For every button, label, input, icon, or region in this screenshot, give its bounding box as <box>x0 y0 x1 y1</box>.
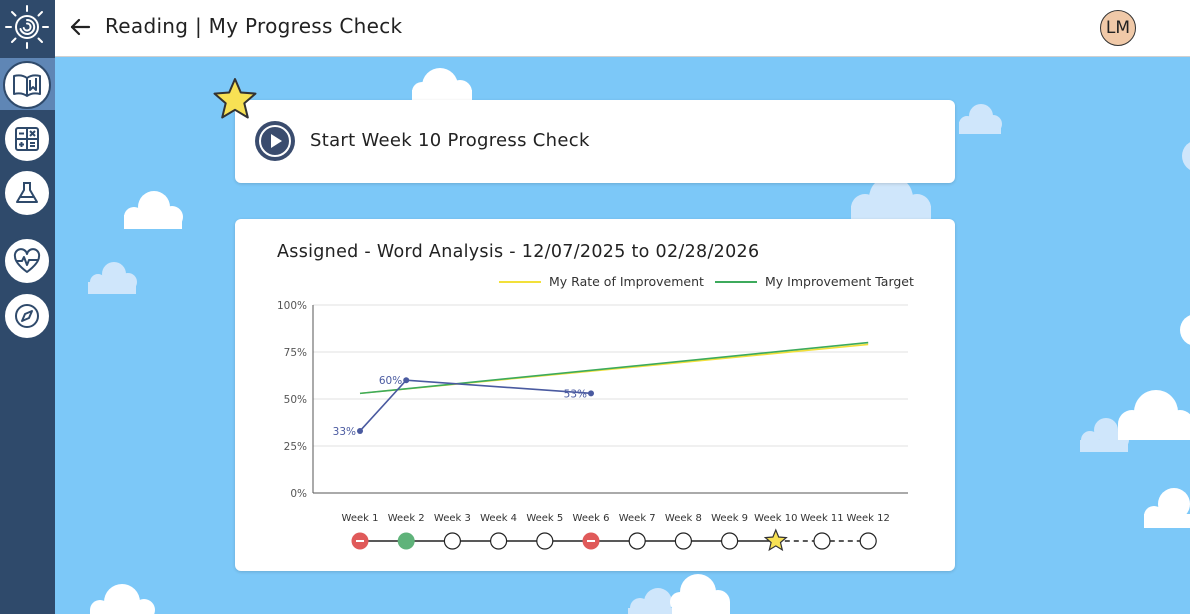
week-marker-open[interactable] <box>443 532 461 550</box>
week-label: Week 10 <box>754 513 797 524</box>
cloud-icon <box>90 584 155 614</box>
y-tick-label: 25% <box>284 441 307 453</box>
cloud-icon <box>88 262 137 294</box>
cloud-icon <box>412 68 472 102</box>
week-marker-complete[interactable] <box>397 532 415 550</box>
legend-label-rate: My Rate of Improvement <box>549 274 704 289</box>
week-marker-open[interactable] <box>813 532 831 550</box>
data-label: 60% <box>379 375 402 387</box>
data-point[interactable] <box>588 390 594 397</box>
week-marker-open[interactable] <box>721 532 739 550</box>
sidebar-item-science[interactable] <box>3 169 51 217</box>
series-line-score <box>359 379 592 432</box>
y-tick-label: 0% <box>290 488 307 500</box>
sidebar <box>0 0 55 614</box>
cloud-icon <box>851 176 931 222</box>
start-progress-check-label: Start Week 10 Progress Check <box>310 130 590 151</box>
week-label: Week 2 <box>388 513 425 524</box>
sidebar-item-wellness[interactable] <box>3 237 51 285</box>
sidebar-item-math[interactable] <box>3 115 51 163</box>
calculator-icon <box>15 127 39 151</box>
page-title: Reading | My Progress Check <box>105 14 403 38</box>
top-bar: Reading | My Progress Check LM <box>55 0 1190 57</box>
week-marker-star[interactable] <box>763 528 788 552</box>
week-marker-open[interactable] <box>628 532 646 550</box>
cloud-icon <box>1180 315 1190 345</box>
play-button[interactable] <box>255 121 295 161</box>
data-label: 53% <box>564 388 587 400</box>
week-label: Week 7 <box>619 513 656 524</box>
week-marker-open[interactable] <box>536 532 554 550</box>
back-arrow-icon[interactable] <box>69 16 91 38</box>
data-point[interactable] <box>357 427 363 434</box>
week-label: Week 6 <box>573 513 610 524</box>
sun-logo-icon[interactable] <box>3 4 51 50</box>
play-icon <box>259 125 291 157</box>
chart-title: Assigned - Word Analysis - 12/07/2025 to… <box>277 242 760 262</box>
legend-item-target: My Improvement Target <box>715 274 914 289</box>
sidebar-item-explore[interactable] <box>3 292 51 340</box>
cloud-icon <box>959 104 1002 134</box>
sidebar-item-reading[interactable] <box>3 61 51 109</box>
week-label: Week 1 <box>342 513 379 524</box>
avatar[interactable]: LM <box>1100 10 1136 46</box>
cloud-icon <box>1182 142 1190 170</box>
cloud-icon <box>1144 488 1190 528</box>
cloud-icon <box>628 574 730 614</box>
legend-swatch-target <box>715 280 757 283</box>
flask-icon <box>16 182 38 203</box>
data-point[interactable] <box>403 377 410 384</box>
y-tick-label: 75% <box>284 347 307 359</box>
line-chart: 100% 75% 50% 25% 0% 33% 60% 53% Week 1 Week 2 Week… <box>277 300 908 552</box>
book-icon <box>13 74 41 97</box>
star-icon <box>213 78 257 119</box>
y-tick-label: 50% <box>284 394 307 406</box>
progress-chart-card: Assigned - Word Analysis - 12/07/2025 to… <box>235 219 955 571</box>
series-line-target <box>359 341 869 395</box>
data-label: 33% <box>333 426 356 438</box>
week-label: Week 5 <box>526 513 563 524</box>
week-label: Week 12 <box>847 513 890 524</box>
week-label: Week 4 <box>480 513 517 524</box>
week-label: Week 9 <box>711 513 748 524</box>
week-marker-open[interactable] <box>859 532 877 550</box>
start-progress-check-card[interactable]: Start Week 10 Progress Check <box>235 100 955 183</box>
week-label: Week 11 <box>800 513 843 524</box>
legend-label-target: My Improvement Target <box>765 274 914 289</box>
cloud-icon <box>124 191 183 229</box>
y-tick-label: 100% <box>277 300 307 312</box>
week-label: Week 8 <box>665 513 702 524</box>
legend-item-rate: My Rate of Improvement <box>499 274 704 289</box>
week-marker-open[interactable] <box>674 532 692 550</box>
week-label: Week 3 <box>434 513 471 524</box>
week-marker-open[interactable] <box>490 532 508 550</box>
compass-icon <box>15 304 39 328</box>
cloud-icon <box>1118 390 1190 440</box>
legend-swatch-rate <box>499 280 541 283</box>
heart-pulse-icon <box>13 248 41 273</box>
